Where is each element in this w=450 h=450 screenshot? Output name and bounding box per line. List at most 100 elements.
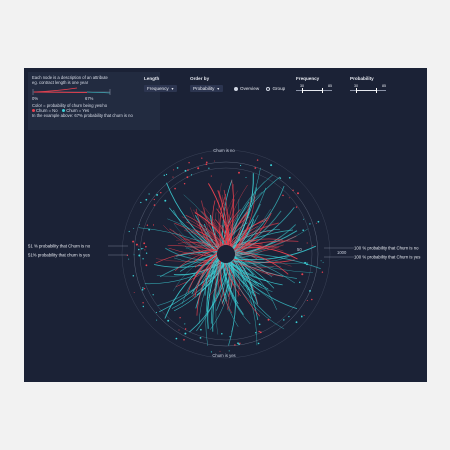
frequency-slider[interactable]: 30 85	[296, 84, 332, 93]
attribute-node[interactable]	[257, 342, 260, 345]
attribute-node[interactable]	[309, 223, 311, 225]
attribute-node[interactable]	[208, 167, 210, 169]
churn-no-strand[interactable]	[193, 249, 219, 263]
attribute-node[interactable]	[145, 245, 147, 248]
churn-yes-strand[interactable]	[225, 262, 263, 288]
attribute-node[interactable]	[288, 315, 290, 318]
frequency-min-handle[interactable]	[301, 88, 303, 93]
attribute-node[interactable]	[197, 167, 200, 170]
attribute-node[interactable]	[153, 204, 156, 206]
attribute-node[interactable]	[210, 175, 212, 177]
attribute-node[interactable]	[282, 194, 284, 197]
churn-no-strand[interactable]	[234, 257, 259, 306]
attribute-node[interactable]	[132, 275, 135, 277]
attribute-node[interactable]	[306, 263, 308, 266]
attribute-node[interactable]	[184, 328, 187, 330]
churn-yes-strand[interactable]	[225, 262, 239, 290]
attribute-node[interactable]	[306, 242, 308, 244]
churn-no-strand[interactable]	[197, 224, 225, 246]
attribute-node[interactable]	[237, 342, 239, 345]
attribute-node[interactable]	[133, 227, 135, 229]
attribute-node[interactable]	[184, 169, 187, 172]
churn-yes-strand[interactable]	[227, 262, 273, 292]
order-dropdown[interactable]: Probability ▼	[190, 85, 223, 92]
attribute-node[interactable]	[322, 261, 324, 263]
attribute-node[interactable]	[199, 337, 202, 339]
attribute-node[interactable]	[142, 305, 144, 308]
attribute-node[interactable]	[176, 167, 179, 169]
attribute-node[interactable]	[184, 323, 186, 325]
attribute-node[interactable]	[175, 337, 178, 340]
attribute-node[interactable]	[160, 192, 162, 194]
churn-no-strand[interactable]	[155, 258, 219, 262]
attribute-node[interactable]	[301, 273, 304, 276]
churn-yes-strand[interactable]	[204, 256, 218, 296]
attribute-node[interactable]	[178, 329, 180, 331]
churn-no-strand[interactable]	[155, 250, 218, 264]
churn-yes-strand[interactable]	[234, 251, 263, 259]
attribute-node[interactable]	[138, 248, 140, 251]
attribute-node[interactable]	[135, 243, 138, 246]
attribute-node[interactable]	[213, 160, 215, 162]
churn-yes-strand[interactable]	[206, 258, 219, 313]
churn-no-strand[interactable]	[216, 208, 232, 247]
attribute-node[interactable]	[321, 271, 324, 273]
attribute-node[interactable]	[205, 161, 208, 164]
attribute-node[interactable]	[128, 258, 130, 260]
churn-no-strand[interactable]	[177, 241, 221, 248]
churn-yes-strand[interactable]	[173, 223, 218, 257]
churn-yes-strand[interactable]	[234, 251, 321, 270]
churn-yes-strand[interactable]	[224, 262, 285, 330]
churn-yes-strand[interactable]	[234, 254, 273, 278]
length-dropdown[interactable]: Frequency ▼	[144, 85, 178, 92]
churn-no-strand[interactable]	[189, 207, 218, 251]
attribute-node[interactable]	[174, 187, 176, 190]
churn-no-strand[interactable]	[194, 255, 218, 298]
churn-no-strand[interactable]	[175, 239, 222, 247]
churn-yes-strand[interactable]	[210, 261, 232, 330]
attribute-node[interactable]	[245, 176, 247, 179]
churn-no-strand[interactable]	[194, 212, 228, 246]
churn-yes-strand[interactable]	[221, 261, 251, 325]
attribute-node[interactable]	[201, 157, 203, 159]
churn-no-strand[interactable]	[192, 255, 218, 299]
churn-no-strand[interactable]	[234, 212, 272, 254]
churn-yes-strand[interactable]	[216, 262, 229, 311]
attribute-node[interactable]	[183, 338, 185, 341]
churn-no-strand[interactable]	[230, 261, 274, 268]
churn-yes-strand[interactable]	[222, 262, 244, 315]
attribute-node[interactable]	[190, 174, 193, 176]
attribute-node[interactable]	[145, 264, 148, 267]
attribute-node[interactable]	[288, 197, 290, 199]
churn-no-strand[interactable]	[219, 194, 227, 247]
churn-no-strand[interactable]	[233, 258, 295, 264]
attribute-node[interactable]	[164, 199, 167, 202]
attribute-node[interactable]	[238, 171, 240, 174]
attribute-node[interactable]	[187, 169, 189, 171]
attribute-node[interactable]	[184, 332, 187, 335]
churn-yes-strand[interactable]	[173, 251, 218, 292]
churn-no-strand[interactable]	[181, 216, 224, 246]
attribute-node[interactable]	[298, 281, 301, 284]
attribute-node[interactable]	[163, 174, 166, 177]
overview-radio[interactable]: Overview	[234, 86, 259, 91]
group-radio[interactable]: Group	[266, 86, 285, 91]
attribute-node[interactable]	[133, 291, 135, 293]
attribute-node[interactable]	[140, 201, 142, 204]
attribute-node[interactable]	[221, 333, 223, 335]
churn-no-strand[interactable]	[229, 217, 269, 246]
attribute-node[interactable]	[210, 351, 212, 353]
churn-no-strand[interactable]	[221, 194, 230, 246]
attribute-node[interactable]	[143, 242, 146, 245]
attribute-node[interactable]	[132, 240, 135, 243]
churn-no-strand[interactable]	[233, 240, 299, 250]
attribute-node[interactable]	[302, 229, 305, 232]
attribute-node[interactable]	[295, 206, 298, 208]
churn-no-strand[interactable]	[228, 262, 250, 278]
churn-no-strand[interactable]	[214, 260, 220, 302]
churn-yes-strand[interactable]	[229, 261, 283, 286]
attribute-node[interactable]	[141, 288, 144, 291]
attribute-node[interactable]	[140, 248, 143, 250]
churn-no-strand[interactable]	[217, 260, 224, 306]
churn-yes-strand[interactable]	[220, 261, 239, 327]
